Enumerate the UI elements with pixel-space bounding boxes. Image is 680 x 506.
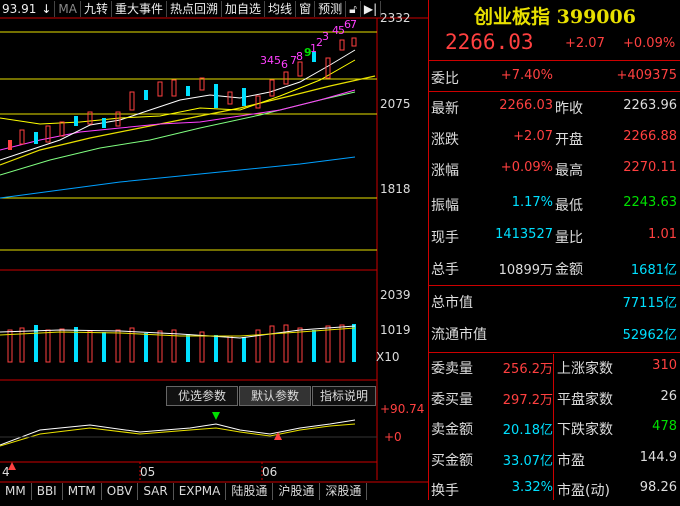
market-cap-row: 总市值 77115亿: [431, 295, 677, 311]
tab-obv[interactable]: OBV: [102, 483, 139, 500]
volume-axis-unit: X10: [376, 350, 400, 364]
quote-row-0: 最新 2266.03 昨收 2263.96: [431, 98, 677, 117]
stats-row-1: 委买量 297.2万 平盘家数 26: [431, 389, 677, 408]
indicator-axis-high: +90.74: [380, 402, 425, 416]
current-price: 2266.03: [445, 30, 534, 54]
price-axis-low: 1818: [380, 182, 411, 196]
stats-row-4: 换手 3.32% 市盈(动) 98.26: [431, 480, 677, 499]
volume-axis-mid: 1019: [380, 323, 411, 337]
stats-row-0: 委卖量 256.2万 上涨家数 310: [431, 358, 677, 377]
toolbar-ma-lines[interactable]: 均线: [265, 1, 297, 17]
quote-row-2: 涨幅 +0.09% 最高 2270.11: [431, 160, 677, 179]
price-change: +2.07: [565, 36, 605, 51]
quote-row-3: 振幅 1.17% 最低 2243.63: [431, 195, 677, 214]
stats-row-2: 卖金额 20.18亿 下跌家数 478: [431, 419, 677, 438]
sell-signal-arrow-icon: [212, 412, 220, 420]
tab-lugutong[interactable]: 陆股通: [226, 483, 274, 500]
quote-row-5: 总手 10899万 金额 1681亿: [431, 262, 677, 278]
chart-toolbar: 93.91 ↓ MA 九转 重大事件 热点回溯 加自选 均线 窗 预测 🔓︎ ▶…: [0, 0, 428, 18]
index-title: 创业板指 399006: [474, 6, 636, 28]
lock-icon[interactable]: 🔓︎: [346, 1, 361, 17]
expand-right-icon[interactable]: ▶|: [361, 1, 382, 17]
price-axis-mid: 2075: [380, 97, 411, 111]
toolbar-window[interactable]: 窗: [296, 1, 316, 17]
toolbar-major-events[interactable]: 重大事件: [112, 1, 168, 17]
indicator-help-button[interactable]: 指标说明: [312, 386, 376, 406]
default-params-button[interactable]: 默认参数: [239, 386, 311, 406]
down-arrow-icon[interactable]: ↓: [38, 1, 56, 17]
toolbar-forecast[interactable]: 预测: [315, 1, 347, 17]
tab-shengutong[interactable]: 深股通: [320, 483, 368, 500]
quote-row-1: 涨跌 +2.07 开盘 2266.88: [431, 129, 677, 148]
kline-chart-area[interactable]: 93.91 ↓ MA 九转 重大事件 热点回溯 加自选 均线 窗 预测 🔓︎ ▶…: [0, 0, 428, 500]
price-axis-high: 2332: [380, 11, 411, 25]
volume-axis-high: 2039: [380, 288, 411, 302]
float-cap-row: 流通市值 52962亿: [431, 327, 677, 343]
price-change-pct: +0.09%: [623, 36, 676, 51]
quote-row-4: 现手 1413527 量比 1.01: [431, 227, 677, 246]
quote-panel: 创业板指 399006 2266.03 +2.07 +0.09% 委比 +7.4…: [428, 0, 680, 500]
volume-bars: [0, 324, 356, 363]
date-label-06: 06: [262, 465, 278, 479]
tab-expma[interactable]: EXPMA: [174, 483, 227, 500]
indicator-axis-zero: +0: [384, 430, 402, 444]
ma-label[interactable]: MA: [55, 1, 81, 17]
cursor-price: 93.91: [2, 2, 37, 16]
date-label-04: 4: [2, 465, 10, 479]
toolbar-hotspot-review[interactable]: 热点回溯: [167, 1, 223, 17]
kline-svg: [0, 17, 428, 483]
tab-mtm[interactable]: MTM: [63, 483, 102, 500]
nine-turn-labels: 3 4 5 6 7 8 9 1 2 3 4 5 6 7: [260, 18, 357, 71]
optimized-params-button[interactable]: 优选参数: [166, 386, 238, 406]
candlesticks: [8, 37, 357, 150]
tab-sar[interactable]: SAR: [138, 483, 174, 500]
tab-hugutong[interactable]: 沪股通: [273, 483, 321, 500]
date-label-05: 05: [140, 465, 156, 479]
buy-signal-arrow-icon: [274, 432, 282, 440]
toolbar-jiuzhuan[interactable]: 九转: [81, 1, 112, 17]
indicator-tabs: MM BBI MTM OBV SAR EXPMA 陆股通 沪股通 深股通: [0, 483, 380, 500]
tab-mm[interactable]: MM: [0, 483, 32, 500]
toolbar-add-watchlist[interactable]: 加自选: [222, 1, 266, 17]
tab-bbi[interactable]: BBI: [32, 483, 63, 500]
weibi-row: 委比 +7.40% +409375: [431, 68, 677, 87]
stats-row-3: 买金额 33.07亿 市盈 144.9: [431, 450, 677, 469]
